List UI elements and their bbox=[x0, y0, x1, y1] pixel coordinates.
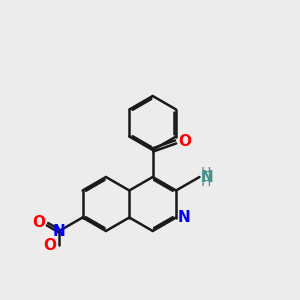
Text: H: H bbox=[201, 166, 211, 180]
Text: O: O bbox=[44, 238, 56, 253]
Text: H: H bbox=[201, 176, 211, 189]
Text: N: N bbox=[201, 169, 214, 184]
Text: O: O bbox=[178, 134, 191, 149]
Text: O: O bbox=[32, 215, 45, 230]
Text: N: N bbox=[53, 224, 65, 238]
Text: N: N bbox=[177, 210, 190, 225]
